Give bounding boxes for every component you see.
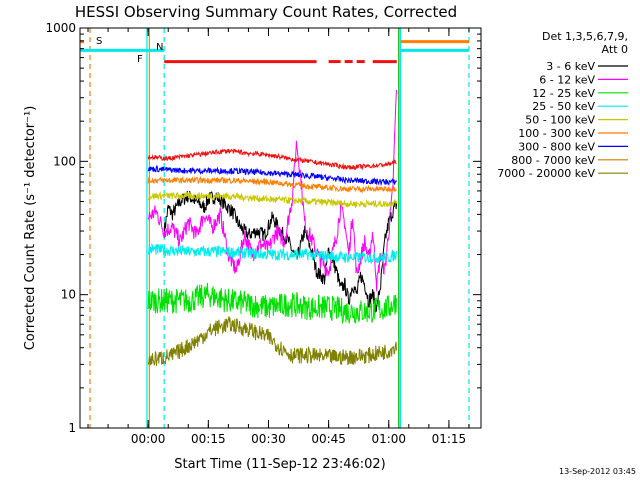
series-lines xyxy=(147,89,398,367)
legend-label-7: 800 - 7000 keV xyxy=(511,154,595,167)
flag-s: S xyxy=(96,36,102,47)
flag-n: N xyxy=(156,42,163,53)
legend-label-5: 100 - 300 keV xyxy=(518,127,595,140)
y-tick-label-1: 10 xyxy=(61,288,76,302)
series-line-2 xyxy=(147,282,397,325)
x-tick-label-2: 00:30 xyxy=(251,432,286,446)
flag-f: F xyxy=(137,54,143,65)
series-line-5 xyxy=(147,175,397,194)
series-line-6 xyxy=(147,164,397,187)
x-tick-label-3: 00:45 xyxy=(311,432,346,446)
legend-header-2: Att 0 xyxy=(602,43,628,56)
series-line-8 xyxy=(147,316,397,367)
legend-label-2: 12 - 25 keV xyxy=(532,87,595,100)
legend-label-0: 3 - 6 keV xyxy=(546,60,595,73)
legend-label-8: 7000 - 20000 keV xyxy=(497,167,595,180)
vertical-markers xyxy=(89,28,470,428)
footer-timestamp: 13-Sep-2012 03:45 xyxy=(559,467,636,476)
legend-label-6: 300 - 800 keV xyxy=(518,140,595,153)
plot-frame xyxy=(79,27,482,429)
chart-title: HESSI Observing Summary Count Rates, Cor… xyxy=(75,3,457,21)
series-line-4 xyxy=(147,191,397,209)
y-tick-label-0: 1 xyxy=(68,421,76,435)
y-axis-label: Corrected Count Rate (s⁻¹ detector⁻¹) xyxy=(23,106,38,351)
series-line-3 xyxy=(147,242,397,265)
x-tick-label-4: 01:00 xyxy=(371,432,406,446)
series-line-red-top xyxy=(147,148,397,171)
legend-header-1: Det 1,3,5,6,7,9, xyxy=(542,30,628,43)
y-tick-label-3: 1000 xyxy=(45,21,76,35)
axis-ticks: 00:00 00:15 00:30 00:45 01:00 01:15 1 10 100 1000 xyxy=(45,21,481,446)
status-bars xyxy=(80,40,469,64)
legend-label-1: 6 - 12 keV xyxy=(539,73,595,86)
x-axis-label: Start Time (11-Sep-12 23:46:02) xyxy=(174,457,385,472)
x-tick-label-0: 00:00 xyxy=(131,432,166,446)
y-tick-label-2: 100 xyxy=(53,154,76,168)
legend-label-4: 50 - 100 keV xyxy=(525,114,595,127)
x-tick-label-1: 00:15 xyxy=(191,432,226,446)
x-tick-label-5: 01:15 xyxy=(432,432,467,446)
legend-label-3: 25 - 50 keV xyxy=(532,100,595,113)
